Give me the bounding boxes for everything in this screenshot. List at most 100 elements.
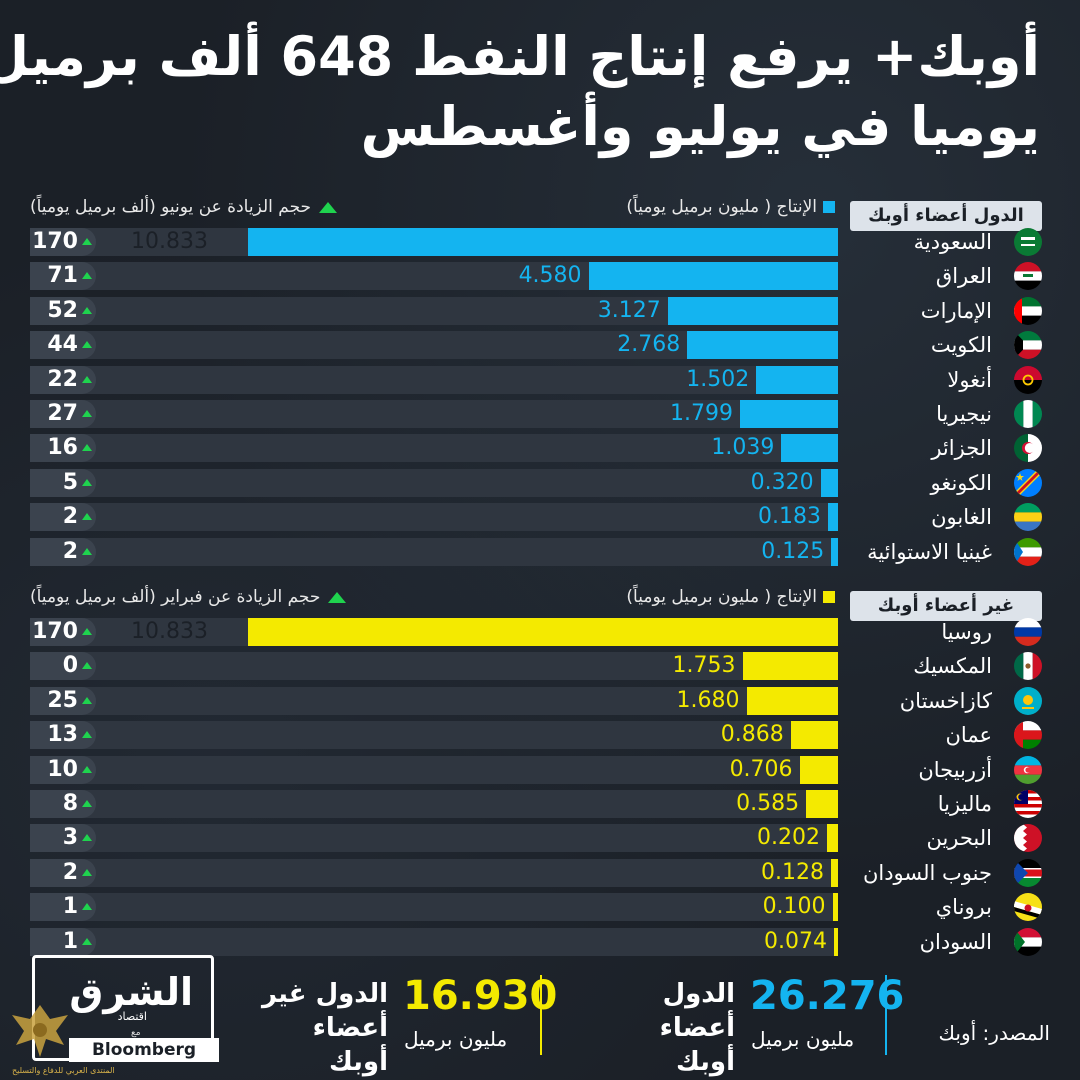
up-arrow-icon: [82, 765, 92, 773]
production-bar: [828, 503, 838, 532]
production-value: 0.100: [762, 894, 826, 920]
mexico-flag-icon: [1014, 652, 1042, 681]
non-opec-section-label: غير أعضاء أوبك: [850, 591, 1042, 621]
kazakhstan-flag-icon: [1014, 686, 1042, 715]
up-arrow-icon: [82, 444, 92, 452]
production-bar: [833, 927, 838, 956]
production-value: 0.320: [750, 469, 814, 495]
production-bar: [740, 400, 838, 428]
up-arrow-icon: [82, 800, 92, 807]
up-arrow-icon: [82, 375, 92, 383]
logo-bloomberg-text: Bloomberg: [69, 1038, 219, 1062]
row-background: [30, 858, 835, 887]
non-opec-increase-header: حجم الزيادة عن فبراير (ألف برميل يومياً): [30, 587, 347, 607]
table-row: 44 2.768 الكويت: [30, 331, 1050, 360]
country-name: السعودية: [913, 230, 992, 254]
table-row: 25 1.680 كازاخستان: [30, 686, 1050, 715]
production-value: 1.680: [676, 687, 740, 713]
country-name: بروناي: [935, 895, 992, 920]
country-name: الكويت: [930, 333, 992, 358]
country-name: السودان: [919, 929, 992, 954]
gabon-flag-icon: [1014, 503, 1042, 532]
country-name: الإمارات: [920, 298, 992, 323]
production-value: 1.799: [670, 401, 734, 426]
table-row: 3 0.202 البحرين: [30, 824, 1050, 853]
logo-small-text: اقتصاد: [117, 1010, 147, 1023]
production-value: 0.706: [729, 756, 793, 782]
row-background: [30, 365, 835, 394]
increase-value: 3: [62, 825, 78, 851]
algeria-flag-icon: [1014, 434, 1042, 463]
increase-value: 10: [47, 756, 78, 782]
up-arrow-icon: [82, 341, 92, 349]
table-row: 52 3.127 الإمارات: [30, 296, 1050, 325]
country-name: أزربيجان: [918, 757, 992, 782]
nigeria-flag-icon: [1014, 400, 1042, 428]
angola-flag-icon: [1014, 365, 1042, 394]
up-arrow-icon: [82, 662, 92, 670]
row-background: [30, 503, 835, 532]
malaysia-flag-icon: [1014, 790, 1042, 818]
production-value: 0.128: [761, 859, 825, 885]
up-arrow-icon: [82, 513, 92, 521]
table-row: 1 0.100 بروناي: [30, 893, 1050, 922]
bahrain-flag-icon: [1014, 824, 1042, 853]
non-opec-production-header: الإنتاج ( مليون برميل يومياً): [626, 587, 835, 607]
production-value: 10.833: [131, 619, 208, 644]
table-row: 2 0.128 جنوب السودان: [30, 858, 1050, 887]
non-opec-total-divider: [540, 975, 542, 1055]
country-name: روسيا: [941, 620, 992, 644]
opec-total-label: الدول أعضاء أوبك: [659, 979, 735, 1077]
production-bar: [756, 365, 838, 394]
up-arrow-icon: [82, 547, 92, 555]
south-sudan-flag-icon: [1014, 858, 1042, 887]
increase-value: 52: [47, 297, 78, 323]
country-name: الكونغو: [930, 470, 992, 495]
green-up-triangle-icon: [328, 591, 347, 603]
production-bar: [831, 537, 838, 566]
production-bar: [248, 618, 838, 646]
increase-value: 5: [62, 469, 78, 495]
increase-value: 1: [62, 928, 78, 954]
table-row: 170 10.833 السعودية: [30, 228, 1050, 256]
row-background: [30, 686, 835, 715]
country-name: ماليزيا: [937, 792, 992, 816]
country-name: نيجيريا: [936, 402, 992, 426]
opec-production-header: الإنتاج ( مليون برميل يومياً): [626, 197, 835, 217]
table-row: 27 1.799 نيجيريا: [30, 400, 1050, 428]
production-value: 3.127: [597, 297, 661, 323]
row-background: [30, 927, 835, 956]
country-name: البحرين: [926, 826, 992, 851]
up-arrow-icon: [82, 903, 92, 911]
row-background: [30, 537, 835, 566]
row-background: [30, 755, 835, 784]
production-value: 1.753: [672, 653, 736, 679]
blue-legend-square-icon: [823, 201, 835, 213]
up-arrow-icon: [82, 834, 92, 842]
production-value: 0.585: [736, 791, 800, 816]
row-background: [30, 790, 835, 818]
oman-flag-icon: [1014, 721, 1042, 750]
table-row: 170 10.833 روسيا: [30, 618, 1050, 646]
watermark-text: المنتدى العربي للدفاع والتسليح: [12, 1066, 115, 1075]
country-name: العراق: [935, 264, 992, 289]
brunei-flag-icon: [1014, 893, 1042, 922]
row-background: [30, 824, 835, 853]
russia-flag-icon: [1014, 618, 1042, 646]
sudan-flag-icon: [1014, 927, 1042, 956]
production-bar: [687, 331, 838, 360]
increase-value: 13: [47, 722, 78, 748]
table-row: 22 1.502 أنغولا: [30, 365, 1050, 394]
country-name: الغابون: [931, 505, 992, 530]
title-line-2: يوميا في يوليو وأغسطس: [360, 95, 1040, 158]
country-name: غينيا الاستوائية: [867, 539, 992, 564]
up-arrow-icon: [82, 272, 92, 280]
up-arrow-icon: [82, 306, 92, 314]
country-name: المكسيك: [913, 654, 992, 679]
table-row: 0 1.753 المكسيك: [30, 652, 1050, 681]
table-row: 10 0.706 أزربيجان: [30, 755, 1050, 784]
non-opec-increase-header-text: حجم الزيادة عن فبراير (ألف برميل يومياً): [30, 587, 321, 607]
page-title: أوبك+ يرفع إنتاج النفط 648 ألف برميل يوم…: [0, 22, 1040, 162]
production-bar: [742, 652, 838, 681]
up-arrow-icon: [82, 937, 92, 945]
